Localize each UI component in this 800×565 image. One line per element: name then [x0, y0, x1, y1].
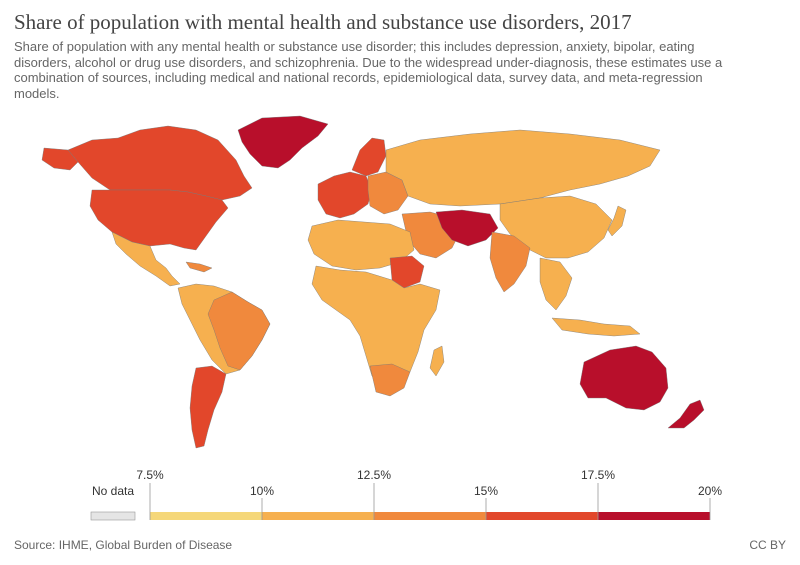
region-usa[interactable] — [89, 189, 229, 251]
legend-tick-label: 20% — [698, 484, 722, 498]
region-brazil[interactable] — [207, 291, 271, 371]
legend-tick-label: 12.5% — [357, 468, 391, 482]
legend-tick-label: 15% — [474, 484, 498, 498]
region-madagascar[interactable] — [429, 345, 445, 377]
region-india[interactable] — [489, 231, 531, 293]
region-iran[interactable] — [435, 209, 499, 247]
region-argentina-chile[interactable] — [189, 365, 227, 449]
legend-tick-label: 10% — [250, 484, 274, 498]
chart-subtitle: Share of population with any mental heal… — [14, 39, 723, 101]
region-new-zealand[interactable] — [667, 399, 705, 429]
world-map — [41, 115, 705, 449]
region-alaska[interactable] — [41, 147, 79, 171]
license-link[interactable]: CC BY — [749, 538, 786, 552]
legend-bin-3 — [374, 512, 486, 520]
region-caribbean[interactable] — [185, 261, 213, 273]
legend-bin-2 — [262, 512, 374, 520]
region-mexico[interactable] — [111, 231, 181, 287]
chart-title: Share of population with mental health a… — [14, 10, 632, 34]
legend-tick-label: 17.5% — [581, 468, 615, 482]
region-greenland[interactable] — [237, 115, 329, 169]
region-canada[interactable] — [67, 125, 253, 201]
legend-no-data-swatch — [90, 511, 136, 521]
region-southeast-asia[interactable] — [539, 257, 573, 311]
legend-bin-4 — [486, 512, 598, 520]
region-western-europe[interactable] — [317, 171, 373, 219]
region-australia[interactable] — [579, 345, 669, 411]
region-scandinavia[interactable] — [351, 137, 387, 177]
color-legend: No data 7.5% 12.5% 17.5% 10% 15% 20% — [90, 468, 722, 521]
legend-bin-1 — [150, 512, 262, 520]
region-china[interactable] — [499, 195, 613, 259]
region-japan[interactable] — [607, 205, 627, 237]
region-russia[interactable] — [385, 129, 661, 207]
source-note: Source: IHME, Global Burden of Disease — [14, 538, 233, 552]
legend-bin-5 — [598, 512, 710, 520]
region-indonesia[interactable] — [551, 317, 641, 337]
legend-no-data-label: No data — [92, 484, 134, 498]
region-southern-africa[interactable] — [369, 363, 411, 397]
legend-tick-label: 7.5% — [136, 468, 164, 482]
